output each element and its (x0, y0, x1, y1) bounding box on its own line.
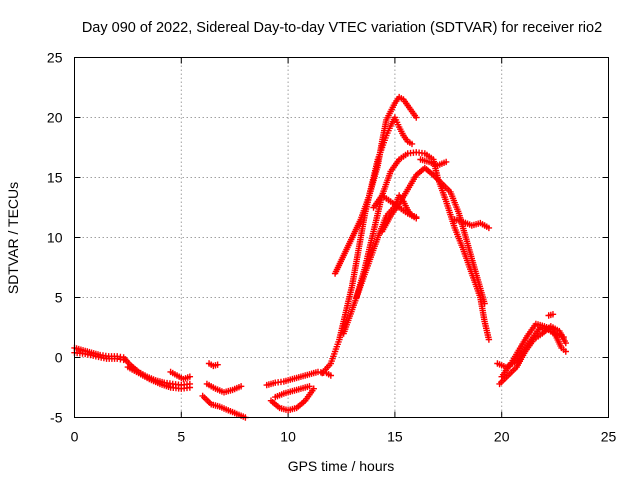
series-arc3 (124, 363, 194, 392)
data-point (562, 339, 569, 347)
chart-title: Day 090 of 2022, Sidereal Day-to-day VTE… (82, 20, 602, 36)
y-tick-label: 5 (55, 290, 63, 306)
x-tick-label: 15 (387, 429, 403, 445)
data-point (186, 373, 194, 380)
series-arc9 (263, 368, 335, 389)
x-tick-label: 25 (601, 429, 617, 445)
y-tick-label: 20 (47, 110, 63, 126)
y-tick-label: -5 (50, 410, 63, 426)
y-axis-label: SDTVAR / TECUs (5, 182, 21, 294)
data-point (214, 361, 221, 368)
series-arc21 (498, 320, 569, 380)
data-point (408, 140, 416, 148)
series-arc7 (205, 360, 221, 370)
data-point (120, 356, 127, 364)
x-tick-label: 5 (177, 429, 185, 445)
data-point (310, 385, 317, 392)
data-point (413, 213, 420, 221)
series-arc4 (167, 368, 194, 383)
data-point (562, 348, 569, 355)
data-point (413, 114, 420, 121)
series-arc16 (378, 164, 488, 307)
y-tick-label: 0 (55, 350, 63, 366)
x-axis-label: GPS time / hours (288, 458, 395, 474)
series-arc17 (417, 156, 450, 169)
data-point (442, 158, 450, 166)
axis-ticks: 0 5 10 15 20 25 -5 0 5 10 15 20 25 (47, 50, 617, 445)
data-markers (71, 93, 569, 421)
series-arc18 (451, 216, 493, 232)
series-arc5 (199, 392, 249, 421)
data-point (186, 384, 194, 391)
x-tick-label: 0 (71, 429, 79, 445)
series-arc23 (554, 330, 567, 341)
series-arc6 (203, 380, 245, 396)
data-point (327, 372, 335, 379)
series-arc12 (331, 93, 420, 277)
series-arc11 (319, 114, 416, 377)
y-tick-label: 25 (47, 50, 63, 66)
series-arc22 (545, 311, 557, 319)
data-point (549, 311, 557, 318)
data-point (485, 336, 493, 343)
series-arc20 (496, 323, 569, 388)
y-tick-label: 15 (47, 170, 63, 186)
series-arc15 (370, 192, 420, 221)
plot-frame (74, 57, 609, 418)
series-arc10 (272, 383, 313, 401)
series-arc2 (71, 349, 127, 364)
data-point (237, 383, 245, 390)
data-point (481, 300, 488, 307)
y-tick-label: 10 (47, 230, 63, 246)
data-point (306, 383, 313, 390)
x-tick-label: 20 (494, 429, 510, 445)
data-point (560, 333, 567, 341)
data-point (485, 224, 493, 232)
series-arc8 (267, 385, 317, 414)
grid-lines (74, 57, 609, 418)
x-tick-label: 10 (280, 429, 296, 445)
